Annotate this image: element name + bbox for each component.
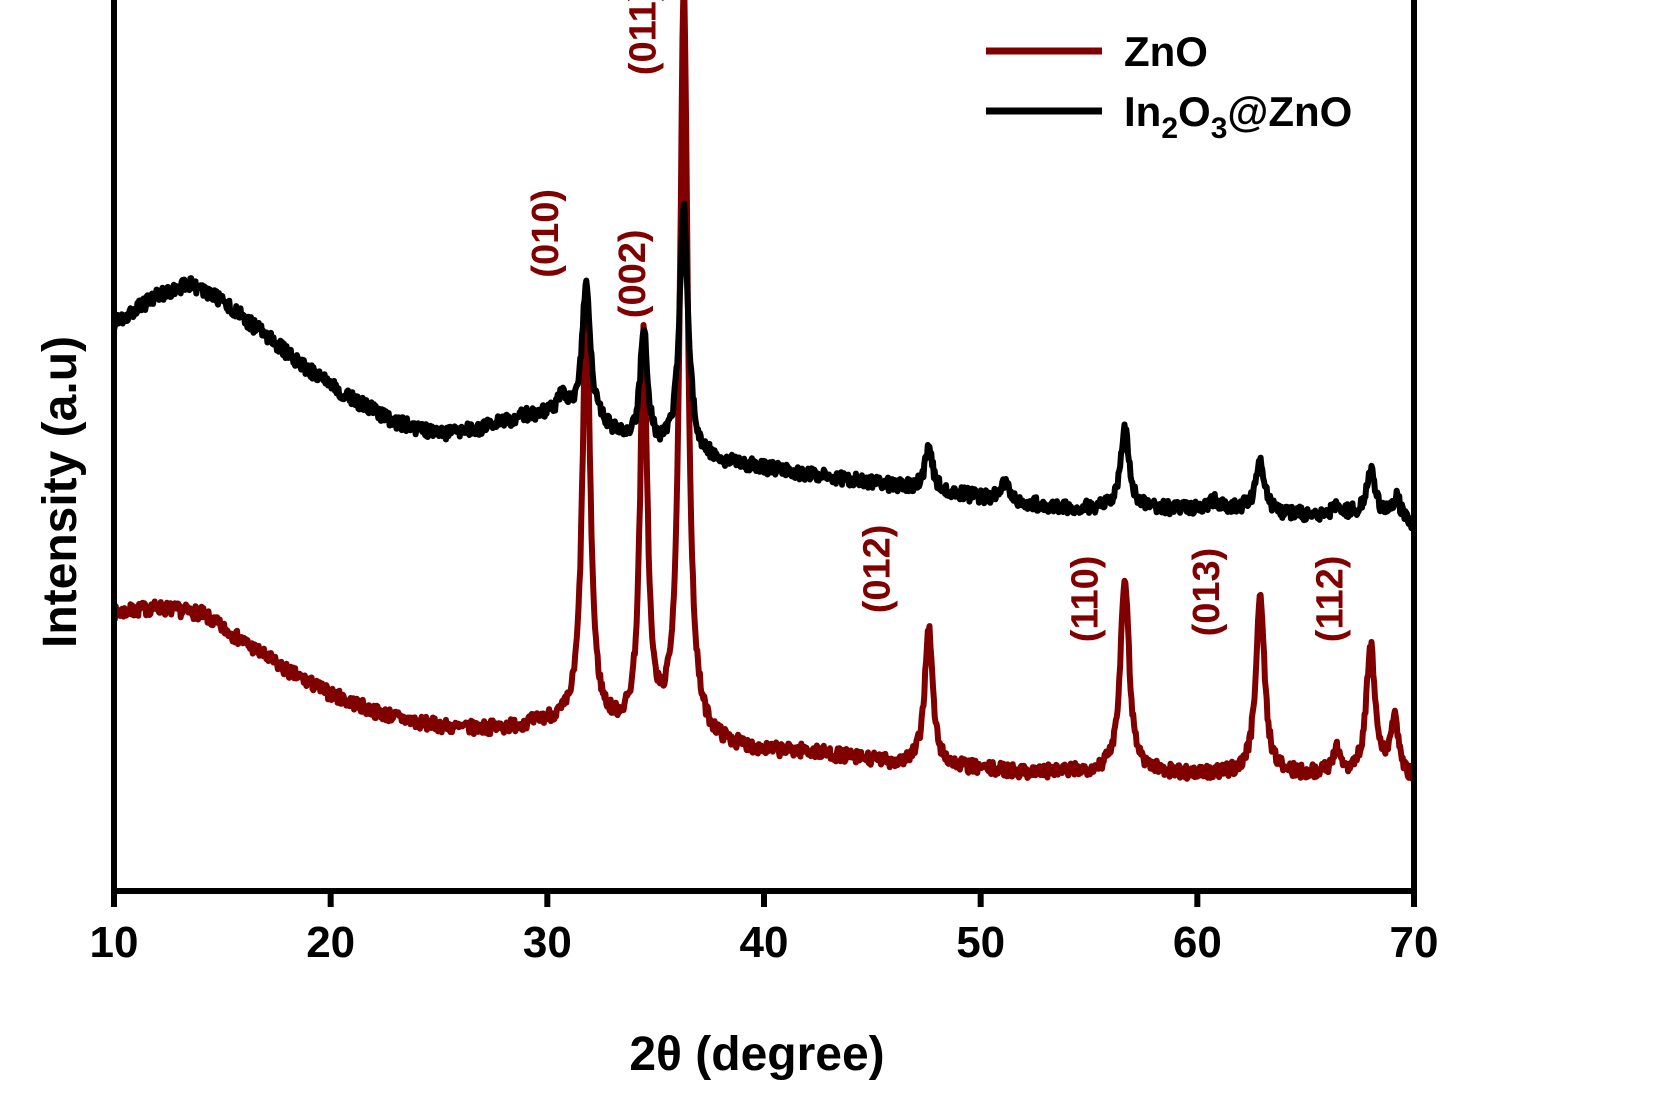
x-ticks: 10 20 30 40 50 60 70 — [90, 891, 1439, 967]
peak-annotation: (110) — [1065, 556, 1107, 643]
peak-annotation: (112) — [1310, 556, 1352, 643]
peak-annotation: (010) — [525, 189, 567, 278]
plot-lines — [111, 0, 1417, 782]
annotations: (010) (002) (011) (012) (110) (013) (112) — [525, 0, 1351, 642]
x-tick-label: 10 — [90, 918, 139, 967]
series-line-in2o3-zno — [111, 200, 1417, 532]
x-tick-label: 20 — [306, 918, 355, 967]
peak-annotation: (002) — [612, 229, 654, 318]
legend: ZnO In2O3@ZnO — [986, 28, 1352, 145]
x-tick-label: 40 — [740, 918, 789, 967]
peak-annotation: (012) — [857, 525, 899, 614]
x-tick-label: 50 — [956, 918, 1005, 967]
peak-annotation: (011) — [623, 0, 665, 75]
x-tick-label: 60 — [1173, 918, 1222, 967]
x-tick-label: 30 — [523, 918, 572, 967]
x-tick-label: 70 — [1390, 918, 1439, 967]
legend-label-zno: ZnO — [1124, 28, 1208, 75]
peak-annotation: (013) — [1186, 548, 1228, 637]
x-axis-title: 2θ (degree) — [629, 1028, 884, 1081]
legend-label-in2o3-zno: In2O3@ZnO — [1124, 88, 1352, 145]
series-line-zno — [111, 0, 1417, 782]
y-axis-title: Intensity (a.u) — [34, 336, 87, 648]
